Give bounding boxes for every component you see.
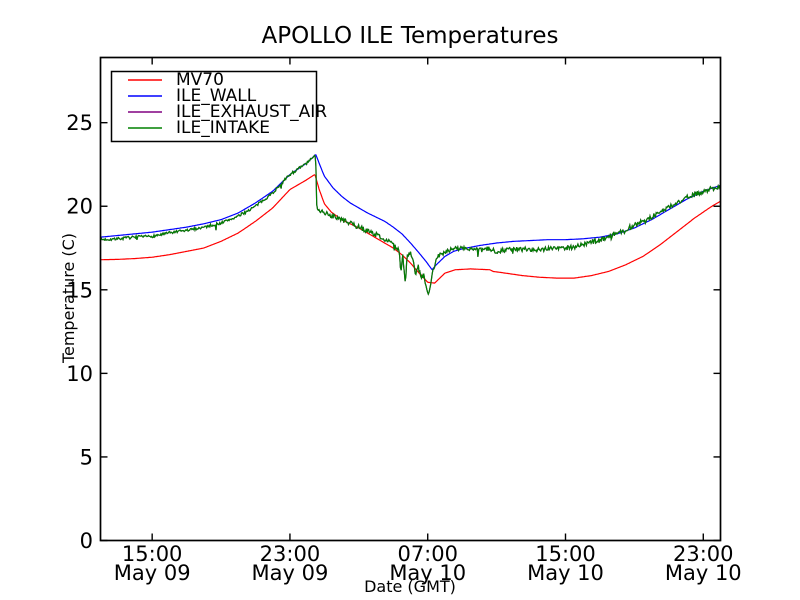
y-tick-label: 5	[80, 445, 93, 469]
x-tick-label-date: May 10	[527, 561, 604, 585]
x-tick-label-time: 23:00	[260, 542, 321, 566]
x-tick-label-date: May 10	[665, 561, 742, 585]
y-axis-label: Temperature (C)	[59, 233, 78, 364]
legend-label-ile-exhaust-air: ILE_EXHAUST_AIR	[176, 102, 327, 122]
x-axis-label: Date (GMT)	[364, 577, 456, 596]
y-tick-label: 10	[66, 362, 93, 386]
x-tick-label-date: May 09	[114, 561, 191, 585]
legend-label-ile-intake: ILE_INTAKE	[176, 118, 270, 138]
legend-box	[110, 70, 318, 143]
x-tick-label-time: 15:00	[122, 542, 183, 566]
x-tick-label-date: May 10	[389, 561, 466, 585]
legend-label-mv70: MV70	[176, 70, 224, 90]
x-tick-label-time: 23:00	[673, 542, 734, 566]
legend: MV70 ILE_WALL ILE_EXHAUST_AIR ILE_INTAKE	[110, 70, 327, 143]
x-tick-label-time: 15:00	[535, 542, 596, 566]
plot-area	[99, 56, 722, 542]
series-line-ile-exhaust-air	[99, 154, 721, 296]
x-tick-label-time: 07:00	[397, 542, 458, 566]
x-tick-label-date: May 09	[252, 561, 329, 585]
y-tick-label: 15	[66, 278, 93, 302]
series-line-ile-intake	[99, 154, 721, 296]
y-tick-label: 0	[80, 529, 93, 553]
y-tick-label: 20	[66, 195, 93, 219]
series-lines	[99, 154, 721, 296]
series-line-mv70	[100, 174, 721, 284]
y-tick-label: 25	[66, 111, 93, 135]
chart-title: APOLLO ILE Temperatures	[261, 23, 558, 49]
legend-label-ile-wall: ILE_WALL	[176, 86, 257, 106]
